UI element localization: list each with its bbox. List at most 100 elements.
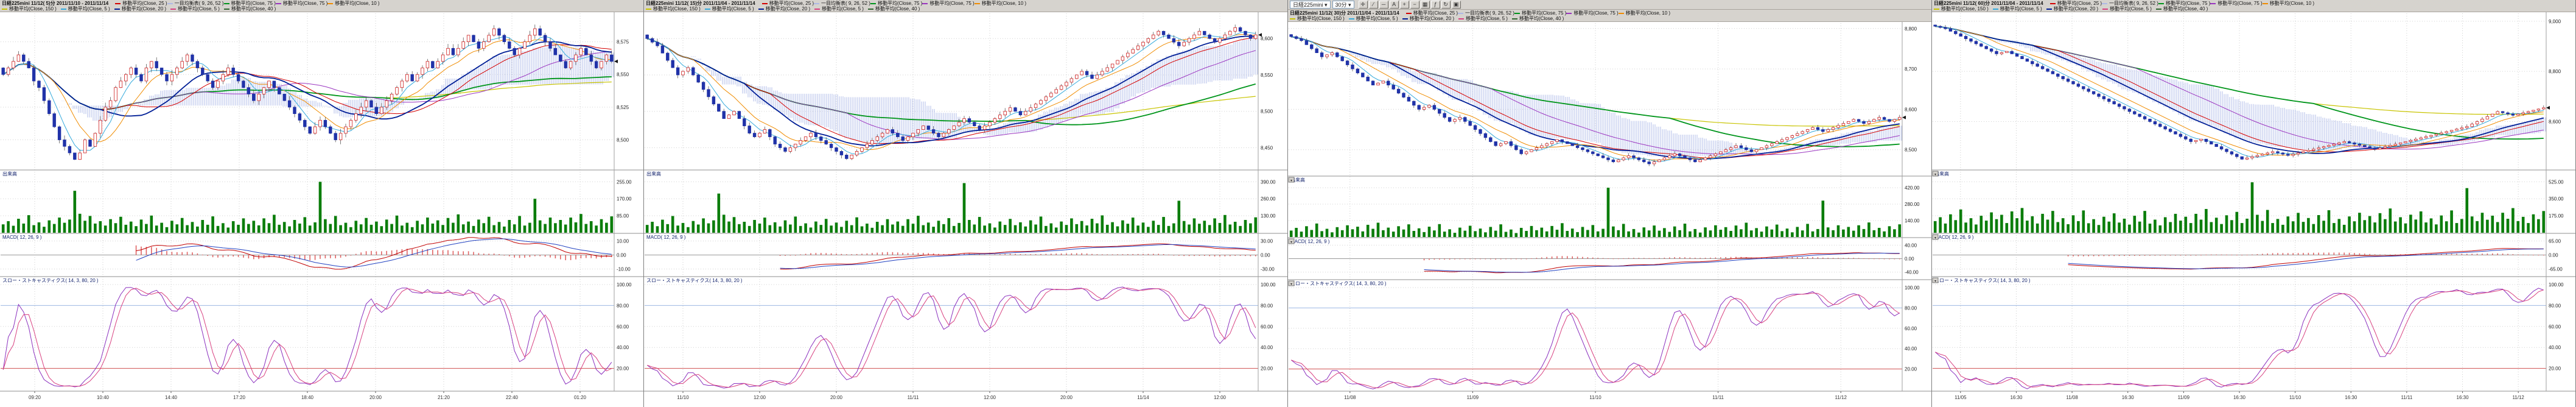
legend-item: 移動平均(Close, 75 ) (276, 0, 327, 7)
timeframe-select[interactable]: 30分 ▾ (1332, 1, 1354, 9)
chart-canvas-60min[interactable]: 11/0516:3011/0816:3011/0916:3011/1016:30… (1932, 12, 2575, 407)
x-axis-label: 16:30 (2457, 395, 2469, 400)
x-axis-label: 20:00 (369, 395, 382, 400)
price-axis-label: 8,800 (2549, 69, 2561, 74)
legend-row-2: 移動平均(Close, 150 )移動平均(Close, 5 )移動平均(Clo… (1290, 16, 1930, 21)
toolbar-buttons: ✛∕─A+−▦ƒ↻▣ (1359, 1, 1461, 9)
legend-color-chip (646, 9, 651, 10)
legend-item: 移動平均(Close, 5 ) (170, 5, 220, 12)
chart-canvas-30min[interactable]: 11/0811/0911/1011/1111/128,5008,6008,700… (1288, 22, 1931, 407)
legend-item: 移動平均(Close, 150 ) (1290, 15, 1345, 22)
section-menu-button[interactable]: ▾ (1933, 235, 1938, 240)
volume-axis-label: 525.00 (2549, 179, 2564, 185)
price-axis-label: 8,450 (1261, 145, 1273, 150)
x-axis-label: 17:20 (233, 395, 246, 400)
price-axis-label: 8,800 (1905, 26, 1917, 32)
legend-item: 移動平均(Close, 20 ) (1402, 15, 1454, 22)
legend-item: 移動平均(Close, 40 ) (224, 5, 276, 12)
macd-axis-label: -10.00 (617, 267, 631, 272)
trendline-tool-button[interactable]: ∕ (1369, 1, 1378, 9)
legend-color-chip (2156, 9, 2161, 10)
x-axis-label: 11/10 (677, 395, 689, 400)
volume-axis-label: 350.00 (2549, 196, 2564, 202)
legend-item: 移動平均(Close, 5 ) (705, 5, 754, 12)
stoch-axis-label: 100.00 (1905, 285, 1920, 291)
price-axis-label: 8,575 (617, 40, 629, 45)
section-menu-button[interactable]: ▾ (1289, 177, 1294, 183)
chart-area: 11/0811/0911/1011/1111/128,5008,6008,700… (1288, 22, 1931, 407)
volume-axis-label: 175.00 (2549, 213, 2564, 219)
horizontal-line-tool-button[interactable]: ─ (1379, 1, 1388, 9)
indicator-legend: 日経225mini 11/12( 15)分 2011/11/04 - 2011/… (644, 0, 1287, 12)
legend-item: 移動平均(Close, 40 ) (868, 5, 920, 12)
section-menu-button[interactable]: ▾ (1289, 239, 1294, 244)
legend-color-chip (814, 3, 819, 4)
legend-color-chip (1402, 18, 1408, 19)
stoch-axis-label: 40.00 (2549, 345, 2561, 350)
legend-color-chip (1458, 18, 1464, 19)
price-axis-label: 8,600 (2549, 119, 2561, 124)
macd-axis-label: -30.00 (1261, 267, 1275, 272)
volume-section-label: 出来高 (646, 171, 661, 177)
macd-axis-label: 0.00 (2549, 253, 2558, 258)
legend-color-chip (114, 9, 120, 10)
macd-section-label: MACD( 12, 26, 9 ) (646, 235, 686, 240)
legend-color-chip (276, 3, 281, 4)
stoch-section-label: スロー・ストキャスティクス( 14, 3, 80, 20 ) (1934, 278, 2031, 283)
x-axis-label: 22:40 (506, 395, 519, 400)
volume-axis-label: 170.00 (617, 196, 632, 202)
chart-toolbar: 日経225mini ▾ 30分 ▾ ✛∕─A+−▦ƒ↻▣ (1288, 0, 1931, 10)
x-axis-label: 11/10 (2289, 395, 2301, 400)
x-axis-label: 14:40 (165, 395, 178, 400)
zoom-in-button[interactable]: + (1400, 1, 1409, 9)
grid-toggle-button[interactable]: ▦ (1421, 1, 1430, 9)
legend-item: 移動平均(Close, 150 ) (2, 5, 57, 12)
legend-color-chip (1512, 18, 1517, 19)
svg-text:▾: ▾ (1290, 283, 1292, 286)
section-menu-button[interactable]: ▾ (1933, 171, 1938, 177)
text-annotation-button[interactable]: A (1390, 1, 1399, 9)
volume-axis-label: 130.00 (1261, 213, 1276, 219)
symbol-select[interactable]: 日経225mini ▾ (1290, 1, 1331, 9)
legend-color-chip (758, 9, 764, 10)
legend-color-chip (870, 3, 876, 4)
stoch-axis-label: 20.00 (1261, 366, 1273, 372)
stoch-section-label: スロー・ストキャスティクス( 14, 3, 80, 20 ) (2, 278, 99, 283)
x-axis-label: 16:30 (2122, 395, 2135, 400)
x-axis-label: 11/11 (1712, 395, 1724, 400)
x-axis-label: 11/08 (1344, 395, 1356, 400)
chart-canvas-5min[interactable]: 09:2010:4014:4017:2018:4020:0021:2022:40… (0, 12, 643, 407)
stoch-axis-label: 60.00 (617, 324, 629, 330)
stoch-axis-label: 60.00 (2549, 324, 2561, 330)
x-axis-label: 11/12 (1835, 395, 1847, 400)
stoch-axis-label: 80.00 (2549, 303, 2561, 308)
refresh-button[interactable]: ↻ (1441, 1, 1451, 9)
save-layout-button[interactable]: ▣ (1452, 1, 1461, 9)
crosshair-tool-button[interactable]: ✛ (1359, 1, 1368, 9)
volume-axis-label: 280.00 (1905, 202, 1920, 207)
macd-axis-label: 0.00 (1261, 253, 1270, 258)
section-menu-button[interactable]: ▾ (1289, 281, 1294, 286)
legend-color-chip (224, 3, 229, 4)
price-axis-label: 8,500 (617, 138, 629, 143)
x-axis-label: 09:20 (29, 395, 41, 400)
chart-canvas-15min[interactable]: 11/1012:0020:0011/1112:0020:0011/1412:00… (644, 12, 1287, 407)
svg-text:▾: ▾ (1934, 236, 1936, 240)
stoch-axis-label: 60.00 (1905, 326, 1917, 331)
x-axis-label: 16:30 (2010, 395, 2023, 400)
indicator-settings-button[interactable]: ƒ (1431, 1, 1440, 9)
x-axis-label: 12:00 (1214, 395, 1227, 400)
section-menu-button[interactable]: ▾ (1933, 278, 1938, 283)
legend-color-chip (1290, 18, 1295, 19)
stoch-axis-label: 20.00 (2549, 366, 2561, 372)
zoom-out-button[interactable]: − (1410, 1, 1419, 9)
svg-text:▾: ▾ (1934, 280, 1936, 283)
x-axis-label: 11/10 (1589, 395, 1601, 400)
legend-item: 移動平均(Close, 5 ) (1993, 5, 2042, 12)
legend-color-chip (1619, 13, 1624, 14)
last-price-marker (1258, 33, 1262, 37)
svg-text:▾: ▾ (1934, 173, 1936, 177)
x-axis-label: 11/14 (1137, 395, 1149, 400)
x-axis-label: 11/11 (908, 395, 919, 400)
legend-color-chip (2050, 3, 2056, 4)
